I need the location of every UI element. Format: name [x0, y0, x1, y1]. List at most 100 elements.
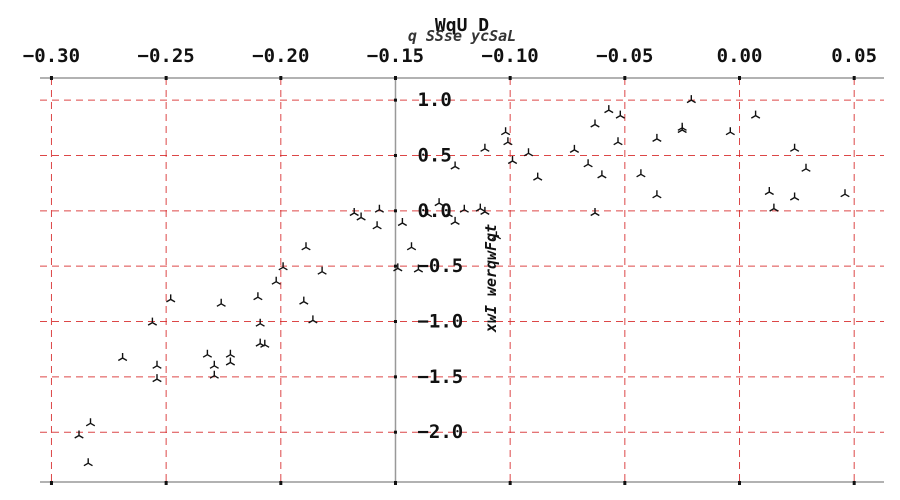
- x-tick-label: −0.30: [23, 45, 80, 67]
- x-tick-mark: [738, 481, 742, 485]
- chart-subtitle: q SSse ycSaL: [408, 27, 516, 45]
- data-point: [152, 374, 162, 383]
- data-point: [450, 161, 460, 170]
- y-tick-label: −2.0: [417, 421, 463, 443]
- data-point: [278, 262, 288, 271]
- data-point: [209, 360, 219, 369]
- data-point: [271, 276, 281, 285]
- data-point: [677, 122, 687, 131]
- x-tick-mark: [623, 76, 627, 80]
- y-tick-mark: [393, 375, 397, 379]
- y-tick-mark: [393, 264, 397, 268]
- data-point: [500, 127, 511, 136]
- x-tick-label: −0.20: [252, 45, 309, 67]
- data-point: [434, 198, 444, 207]
- data-point: [308, 315, 318, 324]
- data-point: [393, 263, 403, 272]
- data-point: [569, 144, 580, 154]
- x-tick-mark: [623, 481, 627, 485]
- data-point: [422, 209, 433, 218]
- x-tick-mark: [49, 481, 53, 485]
- data-point: [450, 216, 460, 226]
- data-point: [475, 203, 485, 212]
- data-point: [583, 159, 593, 168]
- data-point: [372, 221, 382, 230]
- data-point: [356, 212, 366, 221]
- ticks: −0.30 −0.25 −0.20 −0.15 −0.10 −0.05 0.00 0.05 1.…: [23, 45, 877, 485]
- x-tick-label: −0.15: [367, 45, 424, 67]
- data-point: [253, 292, 263, 301]
- data-point: [225, 357, 236, 366]
- data-point: [406, 242, 417, 251]
- y-tick-mark: [393, 320, 397, 324]
- x-tick-label: 0.05: [831, 45, 877, 67]
- data-point: [764, 187, 774, 196]
- x-tick-mark: [852, 76, 856, 80]
- chart-title: WqU D: [435, 15, 489, 36]
- data-point: [613, 137, 623, 146]
- data-point: [301, 242, 311, 251]
- data-point: [152, 360, 162, 369]
- data-point: [413, 264, 424, 273]
- data-point: [523, 148, 534, 157]
- data-point: [652, 190, 662, 199]
- y-tick-label: 1.0: [417, 89, 451, 111]
- data-point: [147, 317, 158, 326]
- data-point: [615, 110, 625, 119]
- y-tick-label: −1.5: [417, 366, 463, 388]
- data-point: [225, 349, 236, 358]
- data-point: [349, 208, 359, 217]
- x-tick-mark: [508, 76, 512, 80]
- data-point: [652, 133, 662, 143]
- axes-frame: [40, 77, 884, 483]
- data-point: [750, 110, 761, 119]
- data-point: [604, 105, 614, 114]
- y-tick-label: 0.5: [417, 144, 451, 166]
- x-tick-mark: [279, 76, 283, 80]
- y-tick-mark: [393, 153, 397, 157]
- data-point: [459, 204, 469, 213]
- data-point: [789, 143, 800, 152]
- y-tick-mark: [393, 209, 397, 213]
- y-tick-mark: [393, 98, 397, 102]
- x-tick-mark: [852, 481, 856, 485]
- x-tick-mark: [508, 481, 512, 485]
- data-point: [397, 218, 408, 227]
- x-tick-mark: [49, 76, 53, 80]
- data-point: [769, 203, 779, 212]
- data-point: [117, 353, 128, 362]
- data-point: [255, 318, 265, 327]
- data-point: [260, 339, 270, 348]
- data-point: [299, 296, 309, 305]
- data-point: [636, 169, 646, 178]
- x-tick-mark: [393, 481, 397, 485]
- y-tick-label: −0.5: [417, 255, 463, 277]
- data-point: [533, 172, 543, 181]
- data-point: [374, 204, 385, 213]
- data-point: [597, 170, 607, 179]
- data-point: [74, 430, 84, 439]
- x-tick-label: −0.10: [482, 45, 539, 67]
- x-tick-mark: [393, 76, 397, 80]
- data-point: [491, 231, 502, 240]
- x-tick-mark: [164, 76, 168, 80]
- x-tick-mark: [164, 481, 168, 485]
- data-point: [686, 95, 696, 104]
- y-axis-label: xwI werqwFqt: [482, 224, 500, 333]
- data-point: [590, 119, 600, 128]
- data-point: [840, 189, 850, 198]
- data-point: [83, 458, 93, 467]
- data-point: [507, 156, 518, 165]
- x-tick-mark: [738, 76, 742, 80]
- x-tick-label: −0.05: [596, 45, 653, 67]
- y-tick-label: −1.0: [417, 311, 463, 333]
- data-point: [725, 127, 735, 136]
- data-point: [590, 208, 600, 217]
- y-tick-mark: [393, 430, 397, 434]
- x-tick-mark: [279, 481, 283, 485]
- data-point: [202, 349, 213, 358]
- data-point: [480, 206, 490, 216]
- data-point: [166, 294, 176, 303]
- data-point: [503, 137, 513, 146]
